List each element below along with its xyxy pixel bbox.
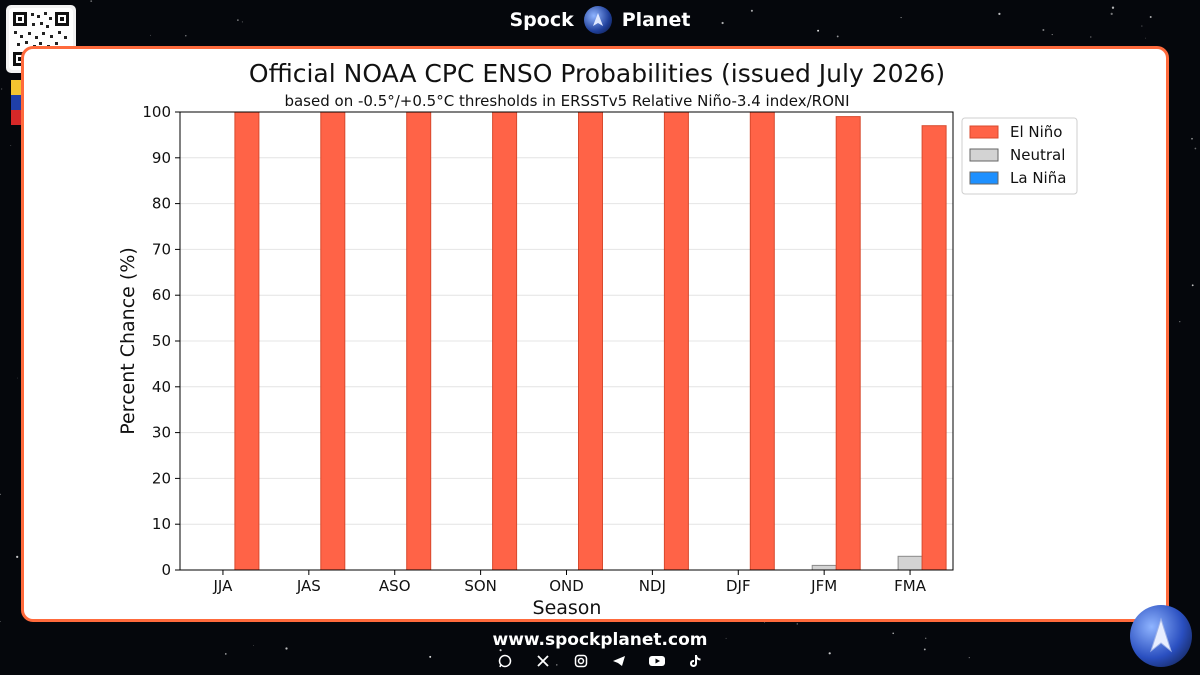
planet-logo-icon (583, 6, 612, 34)
whatsapp-icon[interactable] (496, 654, 514, 672)
youtube-icon[interactable] (648, 654, 666, 672)
y-tick-label: 30 (152, 424, 171, 442)
legend-label: La Niña (1010, 169, 1066, 187)
x-tick-label: NDJ (639, 577, 666, 595)
x-tick-label: JJA (213, 577, 234, 595)
instagram-icon[interactable] (572, 654, 590, 672)
bar-el-ni-o-son (492, 111, 518, 571)
x-tick-label: JFM (810, 577, 837, 595)
footer-website-link[interactable]: www.spockplanet.com (492, 630, 708, 650)
legend-label: El Niño (1010, 123, 1063, 141)
legend-label: Neutral (1010, 146, 1065, 164)
bar-el-ni-o-djf (749, 111, 775, 571)
bar-el-ni-o-aso (406, 111, 432, 571)
social-links (0, 654, 1200, 672)
x-tick-label: OND (549, 577, 584, 595)
bar-el-ni-o-jfm (835, 116, 861, 571)
y-tick-label: 70 (152, 240, 171, 258)
x-tick-label: SON (464, 577, 497, 595)
y-tick-label: 50 (152, 332, 171, 350)
legend-swatch (969, 125, 999, 139)
x-icon[interactable] (534, 654, 552, 672)
x-tick-label: JAS (296, 577, 321, 595)
x-tick-label: FMA (894, 577, 927, 595)
y-tick-label: 10 (152, 515, 171, 533)
telegram-icon[interactable] (610, 654, 628, 672)
y-tick-label: 100 (142, 103, 171, 121)
bar-el-ni-o-jja (234, 111, 260, 571)
bar-el-ni-o-ond (578, 111, 603, 571)
x-axis-ticks: JJA JAS ASO SON OND NDJ DJF JFM FMA (213, 570, 927, 595)
bar-el-ni-o-jas (320, 111, 346, 571)
tiktok-icon[interactable] (686, 654, 704, 672)
y-axis-ticks: 0 10 20 30 40 50 60 70 80 90 100 (142, 103, 180, 579)
chart-subtitle: based on -0.5°/+0.5°C thresholds in ERSS… (284, 92, 849, 110)
x-tick-label: ASO (379, 577, 411, 595)
bar-neutral-fma (897, 555, 923, 571)
y-tick-label: 40 (152, 378, 171, 396)
y-tick-label: 60 (152, 286, 171, 304)
planet-badge-icon (1130, 605, 1192, 667)
chart-legend: El Niño Neutral La Niña (961, 117, 1078, 195)
site-brand: Spock Planet (0, 5, 1200, 35)
brand-name-right: Planet (621, 9, 691, 31)
y-tick-label: 0 (161, 561, 171, 579)
brand-name-left: Spock (509, 9, 574, 31)
bar-series (234, 111, 947, 571)
x-tick-label: DJF (726, 577, 751, 595)
legend-swatch (969, 171, 999, 185)
y-tick-label: 90 (152, 149, 171, 167)
y-tick-label: 80 (152, 195, 171, 213)
bar-neutral-jfm (811, 564, 837, 571)
bar-el-ni-o-fma (921, 125, 947, 571)
y-axis-label: Percent Chance (%) (117, 247, 139, 435)
bar-el-ni-o-ndj (663, 111, 689, 571)
y-tick-label: 20 (152, 469, 171, 487)
x-axis-label: Season (533, 597, 602, 619)
legend-swatch (969, 148, 999, 162)
chart-title: Official NOAA CPC ENSO Probabilities (is… (249, 59, 945, 88)
